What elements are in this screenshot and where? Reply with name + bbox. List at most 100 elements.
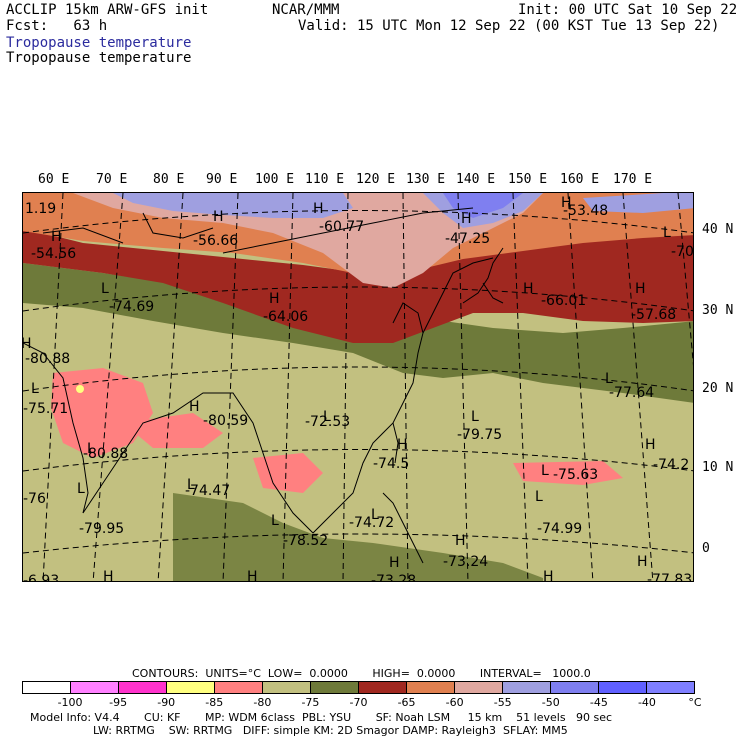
lon-label: 80 E: [153, 172, 185, 187]
forecast-hour: Fcst: 63 h: [6, 18, 108, 34]
high-marker: H: [397, 437, 408, 453]
high-marker: H: [51, 229, 62, 245]
field-title-1: Tropopause temperature: [6, 35, 192, 51]
colorbar-tick-label: -70: [349, 696, 368, 709]
colorbar-tick-label: -45: [589, 696, 608, 709]
colorbar-tick-label: °C: [688, 696, 702, 709]
low-marker: L: [605, 371, 613, 387]
low-marker: L: [77, 481, 85, 497]
init-time: Init: 00 UTC Sat 10 Sep 22: [518, 2, 738, 18]
colorbar-tick-label: -75: [301, 696, 320, 709]
high-marker: H: [247, 569, 258, 582]
band-minus75-70-south: [173, 493, 543, 581]
colorbar-swatch: [407, 682, 455, 693]
colorbar-tick-label: -65: [397, 696, 416, 709]
band-minus60-55: [73, 193, 543, 288]
band-minus70-65: [23, 228, 693, 343]
high-marker: H: [543, 569, 554, 582]
extremum-value: -75.71: [23, 401, 68, 417]
extremum-value: -66.01: [541, 293, 586, 309]
extremum-value: -74.47: [185, 483, 230, 499]
lon-label: 70 E: [96, 172, 128, 187]
colorbar-swatch: [23, 682, 71, 693]
lat-label: 10 N: [702, 460, 734, 475]
extremum-value: -56.66: [193, 233, 238, 249]
extremum-value: -54.56: [31, 246, 76, 262]
low-marker: L: [371, 507, 379, 523]
coastlines: [23, 207, 504, 564]
extremum-value: -80.88: [83, 446, 128, 462]
lon-label: 60 E: [38, 172, 70, 187]
band-minus55-50-c: [583, 193, 693, 213]
extremum-value: -74.69: [109, 299, 154, 315]
colorbar-tick-label: -95: [109, 696, 128, 709]
colorbar-swatch: [455, 682, 503, 693]
low-marker: L: [187, 477, 195, 493]
colorbar-tick-label: -85: [205, 696, 224, 709]
extremum-value: -74.99: [537, 521, 582, 537]
colorbar: [22, 681, 695, 694]
colorbar-tick-label: -80: [253, 696, 272, 709]
high-marker: H: [23, 336, 32, 352]
high-marker: H: [269, 291, 280, 307]
low-marker: L: [471, 409, 479, 425]
lon-label: 170 E: [613, 172, 653, 187]
colorbar-swatch: [119, 682, 167, 693]
colorbar-swatch: [647, 682, 694, 693]
lat-label: 0: [702, 541, 710, 556]
colorbar-swatch: [167, 682, 215, 693]
high-marker: H: [455, 533, 466, 549]
high-marker: H: [189, 399, 200, 415]
extremum-value: -57.68: [631, 307, 676, 323]
extremum-value: -74.2: [653, 457, 689, 473]
model-info-line1: Model Info: V4.4 CU: KF MP: WDM 6class P…: [30, 711, 613, 724]
colorbar-swatch: [263, 682, 311, 693]
lat-label: 30 N: [702, 303, 734, 318]
cold-spot-indochina: [253, 453, 323, 493]
model-title: ACCLIP 15km ARW-GFS init: [6, 2, 209, 18]
lat-label: 20 N: [702, 381, 734, 396]
extremum-value: -80.88: [25, 351, 70, 367]
lon-label: 130 E: [406, 172, 446, 187]
extremum-value: -73.28: [371, 573, 416, 582]
lon-label: 160 E: [560, 172, 600, 187]
extremum-value: -74.5: [373, 456, 409, 472]
colorbar-tick-label: -60: [445, 696, 464, 709]
high-marker: H: [213, 209, 224, 225]
low-marker: L: [541, 463, 549, 479]
extremum-value: -75.63: [553, 467, 598, 483]
colorbar-tick-label: -100: [57, 696, 83, 709]
low-marker: L: [31, 381, 39, 397]
high-marker: H: [313, 201, 324, 217]
high-marker: H: [461, 211, 472, 227]
extremum-value: -72.53: [305, 414, 350, 430]
lon-label: 150 E: [508, 172, 548, 187]
colorbar-tick-label: -50: [541, 696, 560, 709]
colorbar-swatch: [215, 682, 263, 693]
lon-label: 120 E: [356, 172, 396, 187]
extremum-value: -77.64: [609, 385, 654, 401]
colorbar-swatch: [503, 682, 551, 693]
band-minus50-45: [443, 193, 523, 218]
colorbar-swatch: [359, 682, 407, 693]
lat-label: 40 N: [702, 222, 734, 237]
extremum-value: -6.93: [23, 573, 59, 582]
lon-label: 90 E: [206, 172, 238, 187]
extremum-value: -64.06: [263, 309, 308, 325]
colorbar-swatch: [551, 682, 599, 693]
model-info-line2: LW: RRTMG SW: RRTMG DIFF: simple KM: 2D …: [30, 724, 568, 737]
high-marker: H: [561, 195, 572, 211]
valid-time: Valid: 15 UTC Mon 12 Sep 22 (00 KST Tue …: [298, 18, 720, 34]
extremum-value: -60.77: [319, 219, 364, 235]
extrema-labels: 1.19H-54.56H-56.66H-60.77 H-47.25H-53.48L…: [23, 195, 693, 582]
colorbar-swatch: [311, 682, 359, 693]
extremum-value: -77.83: [647, 572, 692, 582]
high-marker: H: [523, 281, 534, 297]
low-marker: L: [87, 441, 95, 457]
contours-info: CONTOURS: UNITS=°C LOW= 0.0000 HIGH= 0.0…: [132, 667, 591, 680]
extremum-value: -73.24: [443, 554, 488, 570]
low-marker: L: [663, 225, 671, 241]
colorbar-tick-label: -90: [157, 696, 176, 709]
extremum-value: -79.75: [457, 427, 502, 443]
colorbar-tick-label: -40: [637, 696, 656, 709]
